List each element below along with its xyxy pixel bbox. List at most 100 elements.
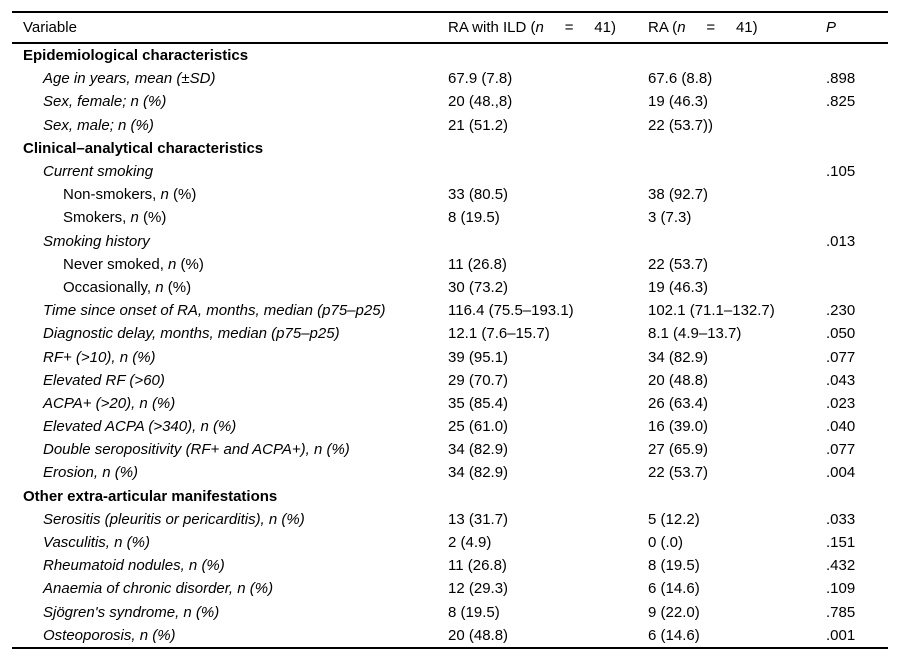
variable-cell: Erosion, n (%)	[12, 464, 448, 481]
italic-text: Current smoking	[43, 163, 154, 181]
ra-with-ild-value-cell: 116.4 (75.5–193.1)	[448, 302, 574, 320]
ra-with-ild-value-cell: 39 (95.1)	[448, 348, 509, 366]
variable-cell: Sex, female; n (%)	[12, 93, 448, 110]
italic-text: Osteoporosis, n (%)	[43, 626, 176, 644]
italic-text: Erosion, n (%)	[43, 464, 139, 482]
table-row: Smokers, n (%) 8 (19.5) 3 (7.3)	[12, 206, 888, 229]
italic-text: Serositis (pleuritis or pericarditis), n…	[43, 510, 305, 528]
text: Smokers,	[63, 209, 131, 227]
text: Variable	[23, 19, 77, 36]
table-row: Elevated ACPA (>340), n (%) 25 (61.0) 16 (…	[12, 415, 888, 438]
table-row: Sex, female; n (%) 20 (48.,8) 19 (46.3) .82…	[12, 90, 888, 113]
italic-text: n	[155, 278, 164, 296]
ra-value-cell: 67.6 (8.8)	[648, 70, 713, 88]
variable-cell: Sjögren's syndrome, n (%)	[12, 604, 448, 621]
italic-text: Time since onset of RA, months, median (…	[43, 302, 386, 320]
variable-cell: Current smoking	[12, 163, 448, 180]
variable-cell: Anaemia of chronic disorder, n (%)	[12, 580, 448, 597]
ra-value-cell: 34 (82.9)	[648, 348, 709, 366]
p-value-cell: .898	[826, 70, 856, 88]
ra-with-ild-value-cell: 20 (48.,8)	[448, 93, 513, 111]
ra-value-cell: 20 (48.8)	[648, 371, 709, 389]
table-row: Elevated RF (>60) 29 (70.7) 20 (48.8) .043	[12, 369, 888, 392]
ra-with-ild-value-cell: 33 (80.5)	[448, 186, 509, 204]
variable-cell: Smoking history	[12, 233, 448, 250]
p-value-cell: .040	[826, 418, 856, 436]
italic-text: Sex, female; n (%)	[43, 93, 167, 111]
ra-with-ild-value-cell: 20 (48.8)	[448, 626, 509, 644]
ra-with-ild-value-cell: 34 (82.9)	[448, 441, 509, 459]
table-row: Never smoked, n (%) 11 (26.8) 22 (53.7)	[12, 253, 888, 276]
p-value-cell: .077	[826, 348, 856, 366]
p-value-cell: .023	[826, 394, 856, 412]
ra-value-cell: 22 (53.7)	[648, 255, 709, 273]
italic-text: Anaemia of chronic disorder, n (%)	[43, 580, 274, 598]
ra-with-ild-value-cell: 25 (61.0)	[448, 418, 509, 436]
p-value-cell: .043	[826, 371, 856, 389]
p-value-cell: .077	[826, 441, 856, 459]
p-value-cell: .785	[826, 603, 856, 621]
variable-cell: Elevated RF (>60)	[12, 372, 448, 389]
ra-with-ild-value-cell: 35 (85.4)	[448, 394, 509, 412]
ra-with-ild-value-cell: 11 (26.8)	[448, 557, 507, 575]
table-row: Double seropositivity (RF+ and ACPA+), n…	[12, 438, 888, 461]
italic-text: n	[535, 19, 544, 36]
p-value-cell: .033	[826, 510, 856, 528]
ra-value-cell: 22 (53.7))	[648, 116, 714, 134]
table-row: Vasculitis, n (%) 2 (4.9) 0 (.0) .151	[12, 531, 888, 554]
variable-cell: Smokers, n (%)	[12, 209, 448, 226]
variable-cell: Diagnostic delay, months, median (p75–p2…	[12, 325, 448, 342]
variable-cell: Serositis (pleuritis or pericarditis), n…	[12, 511, 448, 528]
ra-value-cell: 6 (14.6)	[648, 626, 700, 644]
p-value-cell: .109	[826, 580, 856, 598]
italic-text: Smoking history	[43, 232, 150, 250]
variable-cell: Elevated ACPA (>340), n (%)	[12, 418, 448, 435]
variable-cell: Double seropositivity (RF+ and ACPA+), n…	[12, 441, 448, 458]
table-row: ACPA+ (>20), n (%) 35 (85.4) 26 (63.4) .023	[12, 392, 888, 415]
variable-cell: Non-smokers, n (%)	[12, 186, 448, 203]
section-header-row: Clinical–analytical characteristics	[12, 137, 888, 160]
p-value-cell: .004	[826, 464, 856, 482]
text: RA (	[648, 19, 678, 36]
italic-text: Elevated ACPA (>340), n (%)	[43, 418, 237, 436]
table-row: Time since onset of RA, months, median (…	[12, 299, 888, 322]
text: = 41)	[685, 19, 758, 36]
ra-value-cell: 19 (46.3)	[648, 93, 709, 111]
ra-value-cell: 19 (46.3)	[648, 278, 709, 296]
italic-text: ACPA+ (>20), n (%)	[43, 394, 176, 412]
text: (%)	[168, 186, 197, 204]
text: Other extra-articular manifestations	[23, 487, 278, 505]
table-row: Erosion, n (%) 34 (82.9) 22 (53.7) .004	[12, 461, 888, 484]
table-row: Occasionally, n (%) 30 (73.2) 19 (46.3)	[12, 276, 888, 299]
ra-with-ild-value-cell: 8 (19.5)	[448, 209, 500, 227]
text: (%)	[138, 209, 167, 227]
text: (%)	[176, 255, 204, 273]
ra-value-cell: 102.1 (71.1–132.7)	[648, 302, 775, 320]
ra-value-cell: 9 (22.0)	[648, 603, 700, 621]
italic-text: n	[160, 186, 169, 204]
table-row: Anaemia of chronic disorder, n (%) 12 (29…	[12, 577, 888, 600]
table-row: Serositis (pleuritis or pericarditis), n…	[12, 508, 888, 531]
ra-with-ild-value-cell: 30 (73.2)	[448, 278, 509, 296]
italic-text: Elevated RF (>60)	[43, 371, 165, 389]
ra-with-ild-value-cell: 11 (26.8)	[448, 255, 507, 273]
p-value-cell: .230	[826, 302, 856, 320]
text: = 41)	[543, 19, 616, 36]
p-value-cell: .001	[826, 626, 856, 644]
ra-with-ild-value-cell: 8 (19.5)	[448, 603, 500, 621]
ra-value-cell: 8 (19.5)	[648, 557, 700, 575]
variable-cell: Vasculitis, n (%)	[12, 534, 448, 551]
variable-cell: Time since onset of RA, months, median (…	[12, 302, 448, 319]
italic-text: Double seropositivity (RF+ and ACPA+), n…	[43, 441, 350, 459]
ra-value-cell: 8.1 (4.9–13.7)	[648, 325, 742, 343]
section-header-row: Epidemiological characteristics	[12, 44, 888, 67]
italic-text: n	[168, 255, 177, 273]
ra-with-ild-value-cell: 12 (29.3)	[448, 580, 509, 598]
table-row: Age in years, mean (±SD) 67.9 (7.8) 67.6 (…	[12, 67, 888, 90]
variable-cell: RF+ (>10), n (%)	[12, 349, 448, 366]
table-row: Non-smokers, n (%) 33 (80.5) 38 (92.7)	[12, 183, 888, 206]
column-header-p-value: P	[826, 19, 888, 36]
ra-with-ild-value-cell: 29 (70.7)	[448, 371, 509, 389]
ra-ild-comparison-table: Variable RA with ILD (n = 41) RA (n = 41…	[12, 11, 888, 649]
ra-value-cell: 22 (53.7)	[648, 464, 709, 482]
